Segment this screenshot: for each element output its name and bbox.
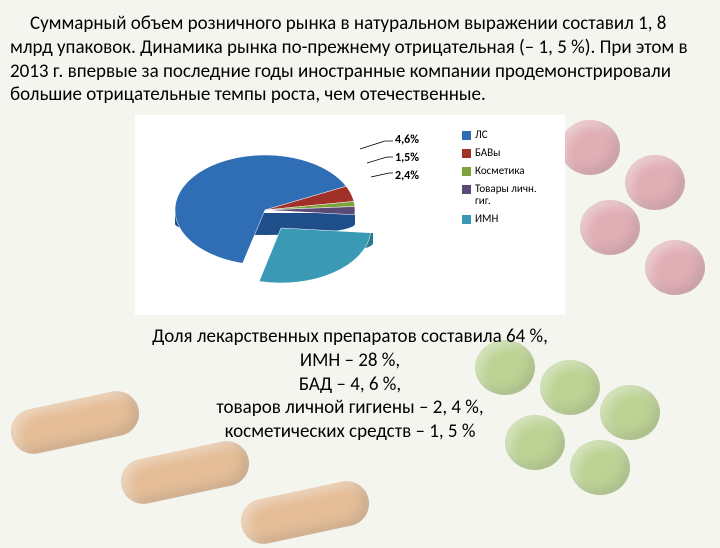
top-paragraph: Суммарный объем розничного рынка в натур… <box>10 12 690 107</box>
bottom-line: БАД – 4, 6 %, <box>10 373 690 397</box>
pie-slice-4 <box>259 228 370 283</box>
slice-label-2: 1,5% <box>395 151 419 165</box>
legend-swatch <box>462 149 471 158</box>
bottom-line: ИМН – 28 %, <box>10 349 690 373</box>
legend-item-4: ИМН <box>462 213 553 225</box>
legend-item-0: ЛС <box>462 129 553 141</box>
legend-item-2: Косметика <box>462 165 553 177</box>
legend-swatch <box>462 185 471 194</box>
pie-chart: 63,9%4,6%1,5%2,4%27,5% ЛСБАВыКосметикаТо… <box>135 115 565 315</box>
legend-label: ЛС <box>475 129 488 141</box>
pie-wrap <box>155 135 375 295</box>
legend-swatch <box>462 167 471 176</box>
slide-content: Суммарный объем розничного рынка в натур… <box>0 0 720 454</box>
bottom-line: товаров личной гигиены – 2, 4 %, <box>10 396 690 420</box>
bottom-line: Доля лекарственных препаратов составила … <box>10 325 690 349</box>
pie-top <box>155 135 375 305</box>
legend-label: Косметика <box>475 165 525 177</box>
legend-item-3: Товары личн. гиг. <box>462 183 553 207</box>
slice-label-3: 2,4% <box>395 169 419 183</box>
legend-label: ИМН <box>475 213 498 225</box>
legend: ЛС БАВы Косметика Товары личн. гиг. ИМН <box>462 129 553 232</box>
legend-swatch <box>462 131 471 140</box>
legend-label: Товары личн. гиг. <box>475 183 553 207</box>
bottom-paragraph: Доля лекарственных препаратов составила … <box>10 325 690 444</box>
legend-label: БАВы <box>475 147 500 159</box>
slice-label-1: 4,6% <box>395 133 419 147</box>
legend-item-1: БАВы <box>462 147 553 159</box>
legend-swatch <box>462 215 471 224</box>
bottom-line: косметических средств – 1, 5 % <box>10 420 690 444</box>
